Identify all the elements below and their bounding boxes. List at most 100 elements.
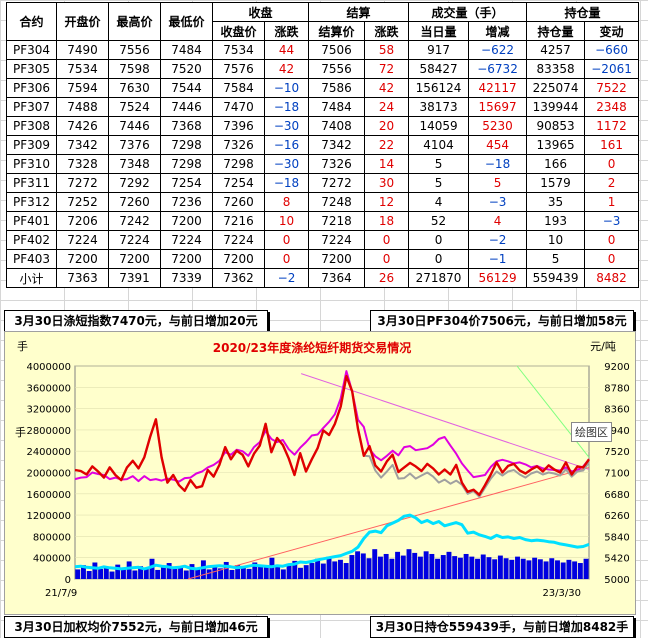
contract-cell: PF308 <box>6 116 57 136</box>
volume-bar <box>480 554 486 579</box>
volume-bar <box>452 556 458 579</box>
value-cell: 7298 <box>160 154 213 174</box>
volume-bar <box>469 556 475 579</box>
volume-bar <box>583 558 589 579</box>
value-cell: 7200 <box>108 249 161 269</box>
value-cell: 1579 <box>526 173 586 193</box>
table-row: PF309 7342 7376 7298 7326 −16 7342 22 4104 454 139… <box>6 135 640 155</box>
value-cell: 7426 <box>56 116 109 136</box>
volume-bar <box>200 560 206 579</box>
value-cell: 7408 <box>308 116 366 136</box>
table-row: 小计 7363 7391 7339 7362 −2 7364 26 271870 56129 559… <box>6 268 640 288</box>
value-cell: 7576 <box>212 59 265 79</box>
value-cell: 454 <box>468 135 528 155</box>
right-tick-label: 9200 <box>604 362 629 373</box>
volume-bar <box>566 559 572 579</box>
x-start-label: 21/7/9 <box>45 588 77 599</box>
value-cell: 4257 <box>526 40 586 60</box>
left-tick-label: 3200000 <box>26 405 71 416</box>
header-oi-group: 持仓量 <box>526 2 640 22</box>
caption-open-interest: 3月30日持仓559439手，与前日增加8482手 <box>370 616 634 638</box>
volume-bar <box>183 570 189 579</box>
contract-cell: PF403 <box>6 249 57 269</box>
volume-bar <box>377 556 383 579</box>
volume-bar <box>109 571 115 579</box>
volume-bar <box>429 553 435 579</box>
value-cell: 1 <box>584 192 640 212</box>
volume-bar <box>463 553 469 579</box>
value-cell: 26 <box>364 268 410 288</box>
value-cell: 7254 <box>160 173 213 193</box>
value-cell: −1 <box>468 249 528 269</box>
value-cell: 7206 <box>56 211 109 231</box>
value-cell: 161 <box>584 135 640 155</box>
volume-bar <box>543 561 549 579</box>
table-row: PF310 7328 7348 7298 7298 −30 7326 14 5 −18 166 0 <box>6 154 640 174</box>
right-tick-label: 7100 <box>604 469 629 480</box>
value-cell: 44 <box>263 40 310 60</box>
value-cell: −16 <box>263 135 310 155</box>
caption-pf304: 3月30日PF304价7506元，与前日增加58元 <box>370 310 634 332</box>
left-tick-label: 1600000 <box>26 490 71 501</box>
value-cell: 72 <box>364 59 410 79</box>
volume-bar <box>155 569 161 579</box>
trend-line <box>187 466 590 580</box>
volume-bar <box>206 569 212 579</box>
value-cell: 12 <box>364 192 410 212</box>
value-cell: 7598 <box>108 59 161 79</box>
volume-bar <box>286 563 292 579</box>
volume-bar <box>320 563 326 579</box>
contract-cell: PF306 <box>6 78 57 98</box>
value-cell: 7630 <box>108 78 161 98</box>
value-cell: 139944 <box>526 97 586 117</box>
x-end-label: 23/3/30 <box>542 588 581 599</box>
volume-bar <box>406 549 412 579</box>
value-cell: 2 <box>584 173 640 193</box>
value-cell: 7348 <box>108 154 161 174</box>
value-cell: 15697 <box>468 97 528 117</box>
value-cell: 7488 <box>56 97 109 117</box>
value-cell: 7368 <box>160 116 213 136</box>
value-cell: 7224 <box>308 230 366 250</box>
right-tick-label: 5000 <box>604 575 629 586</box>
header-high: 最高价 <box>108 2 161 41</box>
volume-bar <box>258 564 263 579</box>
volume-bar <box>172 568 178 579</box>
volume-bar <box>115 564 121 579</box>
contract-cell: PF307 <box>6 97 57 117</box>
value-cell: 7586 <box>308 78 366 98</box>
volume-bar <box>520 558 526 579</box>
right-tick-label: 5420 <box>604 554 629 565</box>
value-cell: 5230 <box>468 116 528 136</box>
value-cell: 18 <box>364 211 410 231</box>
left-tick-label: 2800000 <box>26 426 71 437</box>
value-cell: −18 <box>468 154 528 174</box>
value-cell: 13965 <box>526 135 586 155</box>
volume-bar <box>366 558 372 579</box>
volume-bar <box>332 561 338 579</box>
series-line <box>74 513 590 571</box>
value-cell: 42117 <box>468 78 528 98</box>
volume-bar <box>315 558 321 579</box>
value-cell: 7218 <box>308 211 366 231</box>
value-cell: −30 <box>263 116 310 136</box>
chart-area[interactable]: 4000000 3600000 3200000 2800000 2400000 20000… <box>4 331 636 615</box>
volume-bar <box>160 565 166 579</box>
contract-cell: PF402 <box>6 230 57 250</box>
table-row: PF312 7252 7260 7236 7260 8 7248 12 4 −3 35 1 <box>6 192 640 212</box>
volume-bar <box>537 559 543 579</box>
value-cell: 8 <box>263 192 310 212</box>
value-cell: 7362 <box>212 268 265 288</box>
value-cell: 7446 <box>160 97 213 117</box>
value-cell: 4104 <box>408 135 470 155</box>
volume-bar <box>269 557 275 579</box>
left-tick-label: 2000000 <box>26 469 71 480</box>
value-cell: 7446 <box>108 116 161 136</box>
volume-bar <box>400 555 406 579</box>
value-cell: 38173 <box>408 97 470 117</box>
value-cell: 90853 <box>526 116 586 136</box>
contract-cell: PF401 <box>6 211 57 231</box>
trend-line <box>516 365 590 458</box>
futures-chart: 4000000360000032000002800000240000020000… <box>15 339 630 599</box>
volume-bar <box>389 558 395 579</box>
